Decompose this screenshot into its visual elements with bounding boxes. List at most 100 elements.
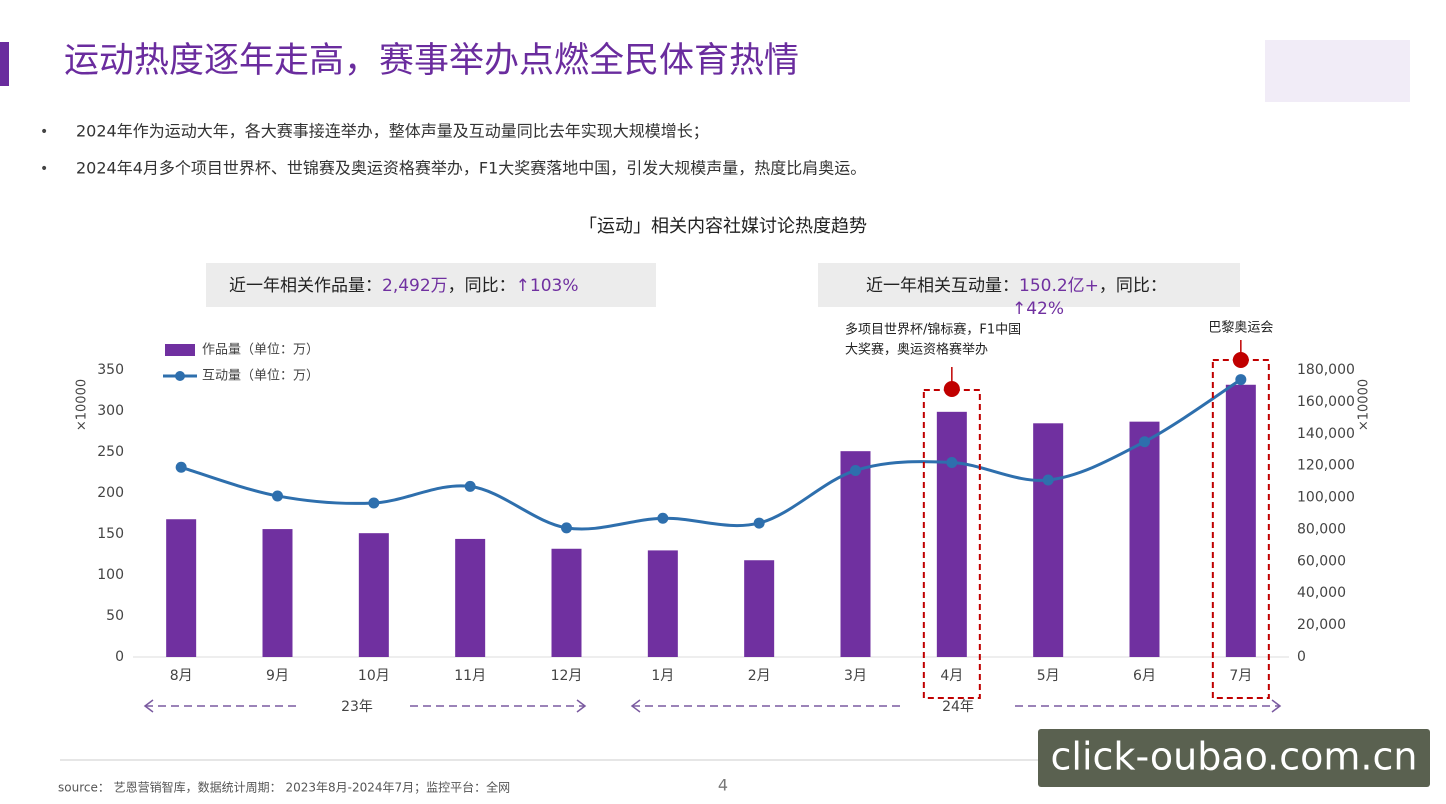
y-tick-label: 250 (97, 444, 124, 460)
bar (262, 529, 293, 657)
stat-label: ，同比： (448, 276, 516, 296)
bullet-dot: • (40, 124, 48, 140)
line-point (1235, 374, 1247, 386)
stat: 近一年相关互动量：150.2亿+，同比： (866, 276, 1167, 296)
x-tick-label: 5月 (1037, 668, 1060, 684)
bar (840, 451, 871, 657)
y-tick-label: 350 (97, 362, 124, 378)
bar (1225, 384, 1256, 657)
logo-placeholder (1265, 40, 1410, 102)
x-tick-label: 9月 (266, 668, 289, 684)
y-tick-label: 200 (97, 485, 124, 501)
highlight-dot (943, 381, 960, 397)
line-point (1042, 474, 1054, 486)
stat-label: 近一年相关互动量： (866, 276, 1019, 296)
page-number: 4 (718, 776, 728, 795)
y2-tick-label: 20,000 (1297, 617, 1346, 633)
y-tick-label: 300 (97, 403, 124, 419)
stat-label: 近一年相关作品量： (229, 276, 382, 296)
x-tick-label: 3月 (844, 668, 867, 684)
stat-label: ，同比： (1099, 276, 1167, 296)
stat-value: ↑103% (516, 276, 579, 296)
y-tick-label: 150 (97, 526, 124, 542)
y2-tick-label: 100,000 (1297, 490, 1355, 506)
y-axis-label: ×10000 (75, 379, 90, 431)
title-accent (0, 42, 9, 86)
x-tick-label: 12月 (551, 668, 583, 684)
x-tick-label: 10月 (358, 668, 390, 684)
period-arrow (576, 699, 587, 713)
x-tick-label: 11月 (454, 668, 486, 684)
bullet-dot: • (40, 161, 48, 177)
legend-label: 互动量（单位：万） (202, 369, 319, 384)
legend-swatch (175, 371, 185, 381)
bar (1033, 423, 1064, 657)
chart: 0 50 100 150 200 250 300 350 0 20,000 40,000 60,000… (75, 321, 1372, 716)
period-label: 23年 (341, 699, 373, 715)
highlight-box (922, 389, 981, 699)
y-tick-label: 50 (106, 608, 124, 624)
stat-box (206, 263, 656, 307)
line-point (464, 480, 476, 492)
stat-value: 150.2亿+ (1019, 276, 1099, 296)
bullet: 2024年4月多个项目世界杯、世锦赛及奥运资格赛举办，F1大奖赛落地中国，引发大… (76, 159, 866, 178)
legend-swatch (165, 344, 195, 356)
chart-title: 「运动」相关内容社媒讨论热度趋势 (579, 216, 867, 237)
bar (744, 560, 775, 657)
x-tick-label: 6月 (1133, 668, 1156, 684)
y2-tick-label: 180,000 (1297, 362, 1355, 378)
bullet: 2024年作为运动大年，各大赛事接连举办，整体声量及互动量同比去年实现大规模增长… (76, 122, 709, 141)
x-tick-label: 4月 (940, 668, 963, 684)
y-tick-label: 0 (115, 649, 124, 665)
period-arrow (630, 699, 641, 713)
y2-tick-label: 80,000 (1297, 521, 1346, 537)
highlight-box (1211, 359, 1270, 699)
period-label: 24年 (942, 699, 974, 715)
bar (551, 548, 582, 657)
watermark-box (1038, 729, 1430, 787)
x-tick-label: 2月 (748, 668, 771, 684)
stat-value: ↑42% (1012, 299, 1064, 319)
period-arrow (1271, 699, 1282, 713)
line-point (561, 522, 572, 534)
stat-value: 2,492万 (382, 276, 448, 296)
legend-label: 作品量（单位：万） (202, 343, 319, 358)
line-point (946, 456, 958, 468)
bar (358, 533, 389, 657)
slide-title: 运动热度逐年走高，赛事举办点燃全民体育热情 (64, 41, 799, 81)
x-tick-label: 7月 (1229, 668, 1252, 684)
line (180, 378, 1242, 531)
line-point (850, 464, 861, 476)
y2-axis-label: ×10000 (1357, 379, 1372, 431)
line-point (657, 512, 669, 524)
source: source： 艺恩营销智库，数据统计周期： 2023年8月-2024年7月；监… (58, 780, 510, 795)
y2-tick-label: 40,000 (1297, 585, 1346, 601)
line-point (368, 497, 380, 509)
line-point (1139, 436, 1150, 448)
period-arrow (143, 699, 154, 713)
line-point (272, 490, 283, 502)
y2-tick-label: 120,000 (1297, 458, 1355, 474)
stat: 近一年相关作品量：2,492万，同比：↑103% (229, 276, 579, 296)
watermark: click-oubao.com.cn (1051, 735, 1418, 779)
bar (166, 519, 197, 657)
y2-tick-label: 160,000 (1297, 394, 1355, 410)
y2-tick-label: 0 (1297, 649, 1306, 665)
annotation: 巴黎奥运会 (1208, 321, 1273, 336)
x-tick-label: 1月 (651, 668, 674, 684)
bar (647, 550, 678, 657)
x-tick-label: 8月 (170, 668, 193, 684)
highlight-dot (1232, 352, 1249, 368)
annotation: 多项目世界杯/锦标赛，F1中国 (845, 322, 1021, 338)
bar (1129, 421, 1160, 657)
y-tick-label: 100 (97, 567, 124, 583)
bar (455, 538, 486, 657)
y2-tick-label: 140,000 (1297, 426, 1355, 442)
annotation: 大奖赛，奥运资格赛举办 (845, 342, 988, 358)
line-point (175, 461, 187, 473)
bar (936, 411, 967, 657)
stat-box (818, 263, 1240, 307)
line-point (753, 517, 765, 529)
